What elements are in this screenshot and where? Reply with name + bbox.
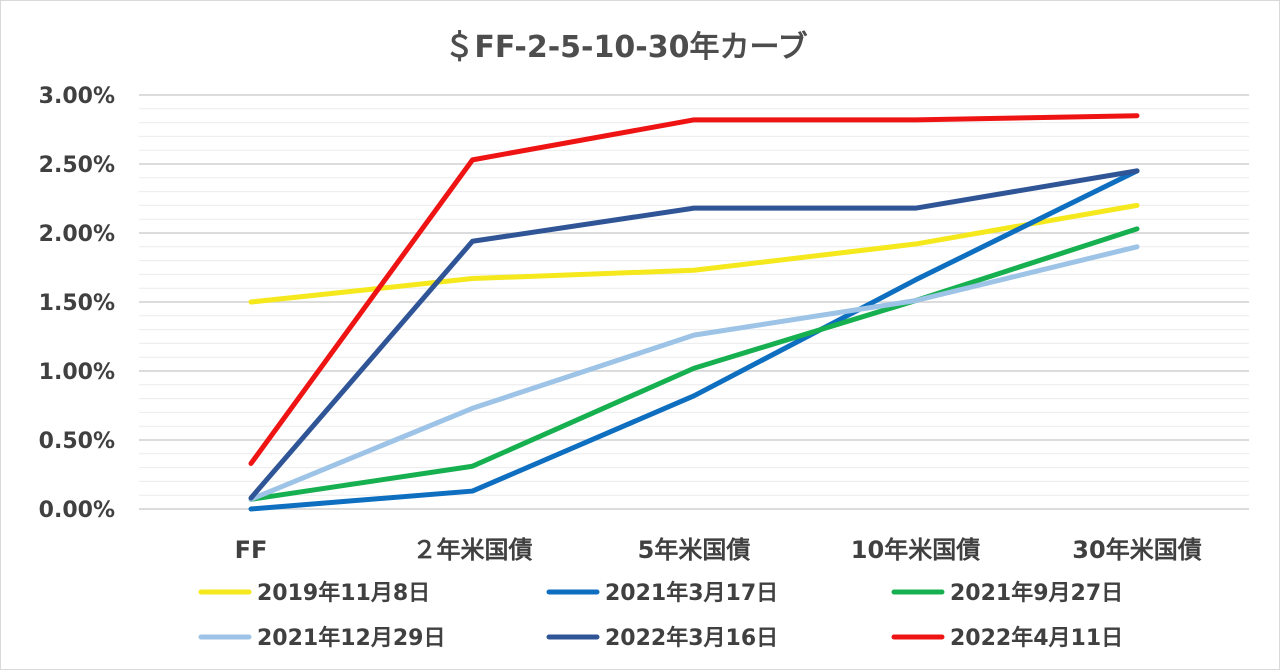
legend-item: 2021年12月29日: [198, 625, 445, 651]
x-axis: FF ２年米国債 5年米国債 10年米国債 30年米国債: [235, 536, 1202, 564]
legend-label: 2021年3月17日: [605, 580, 778, 606]
legend-label: 2021年9月27日: [950, 580, 1123, 606]
x-tick-label: 10年米国債: [851, 536, 980, 564]
y-tick-label: 1.00%: [39, 360, 115, 385]
y-tick-label: 3.00%: [39, 84, 115, 109]
x-tick-label: FF: [235, 536, 268, 564]
series-line: [248, 244, 1140, 502]
legend-label: 2019年11月8日: [257, 580, 430, 606]
series-line: [248, 168, 1140, 512]
series-line: [248, 113, 1140, 466]
y-tick-label: 2.00%: [39, 222, 115, 247]
legend-label: 2022年4月11日: [950, 625, 1123, 651]
series-line: [248, 202, 1140, 305]
series-line: [248, 226, 1140, 502]
y-tick-label: 1.50%: [39, 291, 115, 316]
gridlines: [139, 94, 1249, 510]
legend-item: 2021年9月27日: [891, 580, 1123, 606]
legend-item: 2019年11月8日: [198, 580, 430, 606]
series-lines: [248, 113, 1140, 512]
legend-label: 2022年3月16日: [605, 625, 778, 651]
x-tick-label: ２年米国債: [413, 536, 533, 564]
legend-item: 2022年4月11日: [891, 625, 1123, 651]
y-tick-label: 0.00%: [39, 498, 115, 523]
y-tick-label: 0.50%: [39, 429, 115, 454]
x-tick-label: 5年米国債: [638, 536, 751, 564]
chart-title: ＄FF-2-5-10-30年カーブ: [444, 30, 807, 65]
series-line: [248, 168, 1140, 501]
legend-label: 2021年12月29日: [257, 625, 445, 651]
legend: 2019年11月8日 2021年3月17日 2021年9月27日 2021年12月29…: [198, 580, 1123, 651]
y-tick-label: 2.50%: [39, 153, 115, 178]
legend-item: 2021年3月17日: [546, 580, 778, 606]
y-axis: 0.00% 0.50% 1.00% 1.50% 2.00% 2.50% 3.00%: [39, 84, 115, 523]
legend-item: 2022年3月16日: [546, 625, 778, 651]
x-tick-label: 30年米国債: [1072, 536, 1201, 564]
